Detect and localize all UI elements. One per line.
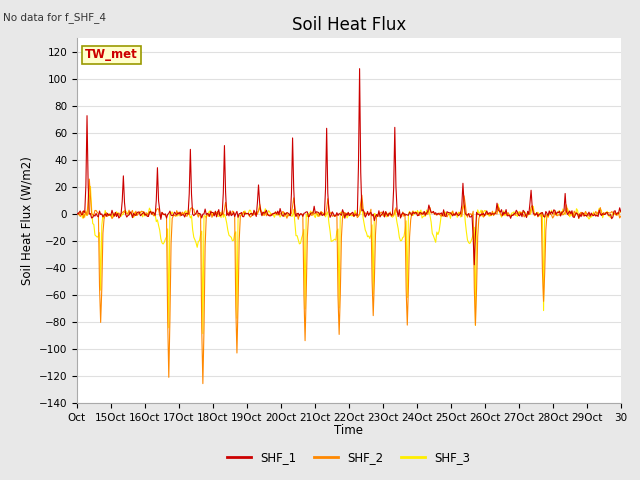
- Legend: SHF_1, SHF_2, SHF_3: SHF_1, SHF_2, SHF_3: [223, 446, 475, 468]
- X-axis label: Time: Time: [334, 424, 364, 437]
- Title: Soil Heat Flux: Soil Heat Flux: [292, 16, 406, 34]
- Y-axis label: Soil Heat Flux (W/m2): Soil Heat Flux (W/m2): [20, 156, 33, 285]
- Text: TW_met: TW_met: [85, 48, 138, 61]
- Text: No data for f_SHF_4: No data for f_SHF_4: [3, 12, 106, 23]
